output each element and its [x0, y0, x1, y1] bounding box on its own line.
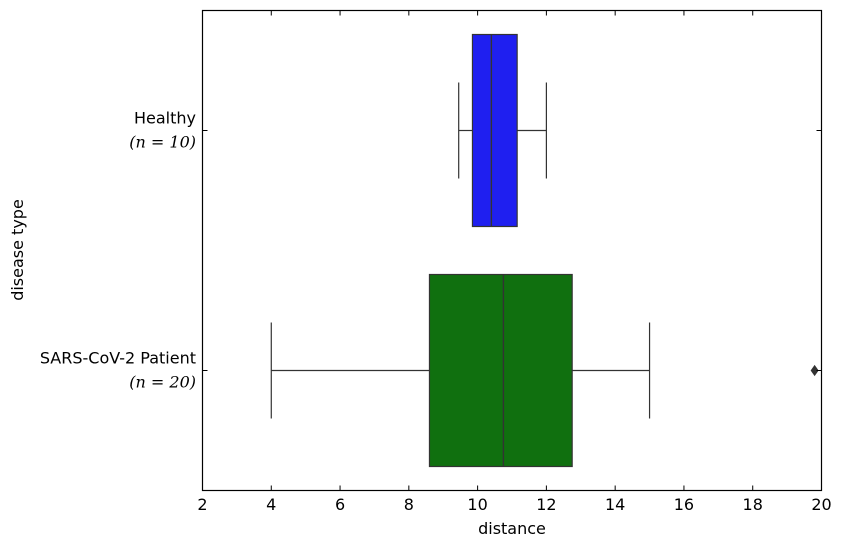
- chart-marks: [270, 33, 819, 468]
- x-tick-label: 14: [605, 495, 625, 514]
- box-healthy: [458, 33, 547, 228]
- y-axis-title: disease type: [8, 199, 27, 301]
- category-n-label: (n = 10): [129, 133, 196, 152]
- box-iqr: [428, 273, 573, 468]
- x-tick-label: 12: [536, 495, 556, 514]
- axis-ticks: [202, 10, 822, 491]
- category-n-label: (n = 20): [129, 373, 196, 392]
- x-tick-label: 6: [335, 495, 345, 514]
- outlier-point: [810, 364, 819, 377]
- category-label: Healthy: [134, 109, 196, 128]
- x-tick-label: 20: [811, 495, 831, 514]
- x-tick-label: 2: [197, 495, 207, 514]
- x-tick-label: 18: [743, 495, 763, 514]
- box-sars-cov-2-patient: [270, 273, 819, 468]
- plot-frame: [201, 9, 823, 492]
- x-tick-label: 10: [467, 495, 487, 514]
- box-iqr: [471, 33, 518, 228]
- x-tick-label: 16: [674, 495, 694, 514]
- category-label: SARS-CoV-2 Patient: [40, 349, 196, 368]
- x-tick-label: 4: [266, 495, 276, 514]
- axis-labels: Healthy (n = 10) SARS-CoV-2 Patient (n = 20…: [40, 109, 832, 515]
- x-axis-title: distance: [478, 519, 546, 538]
- x-tick-label: 8: [404, 495, 414, 514]
